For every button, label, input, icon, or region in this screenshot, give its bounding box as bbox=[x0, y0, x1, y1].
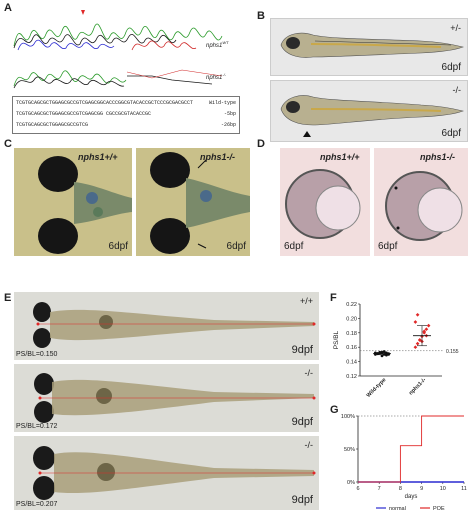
x-tick-label: 10 bbox=[440, 486, 446, 492]
dpf-label-d-left: 6dpf bbox=[284, 241, 304, 252]
y-tick-label: 0% bbox=[347, 480, 355, 486]
x-tick-label: 9 bbox=[420, 486, 423, 492]
panel-e-fish-2: -/- 9dpf PS/BL=0.172 bbox=[14, 364, 319, 432]
dpf-label-e-2: 9dpf bbox=[291, 416, 313, 428]
data-point bbox=[415, 312, 420, 317]
panel-label-c: C bbox=[4, 138, 12, 150]
y-tick-label: 0.22 bbox=[346, 302, 357, 308]
genotype-label-b-bot: -/- bbox=[452, 85, 462, 95]
panel-g-survival-chart: 0% 50% 100% 6 7 8 9 10 11 days normal POE bbox=[341, 414, 467, 512]
panel-e-fish-1: +/+ 9dpf PS/BL=0.150 bbox=[14, 292, 319, 360]
ratio-label-e-1: PS/BL=0.150 bbox=[16, 351, 58, 358]
data-point bbox=[422, 329, 427, 334]
y-tick-label: 0.18 bbox=[346, 331, 357, 337]
x-category-label: Wild-type bbox=[366, 377, 388, 399]
dpf-label-e-1: 9dpf bbox=[291, 344, 313, 356]
x-tick-label: 8 bbox=[399, 486, 402, 492]
panel-e-fish-3: -/- 9dpf PS/BL=0.207 bbox=[14, 436, 319, 510]
panel-label-a: A bbox=[4, 2, 12, 14]
dpf-label-b-top: 6dpf bbox=[441, 62, 461, 73]
panel-c-right-head: nphs1-/- 6dpf bbox=[136, 148, 250, 256]
genotype-label-d-right: nphs1-/- bbox=[420, 152, 455, 162]
threshold-label: 0.155 bbox=[446, 349, 459, 355]
y-tick-label: 100% bbox=[341, 414, 355, 420]
seq-row-wt: TCGTGCAGCGCTGGAGCGCCGTCGAGCGGCACCCGGCGTA… bbox=[16, 100, 236, 106]
dpf-label-e-3: 9dpf bbox=[291, 494, 313, 506]
panel-c-left-head: nphs1+/+ 6dpf bbox=[14, 148, 132, 256]
data-point bbox=[413, 345, 418, 350]
genotype-label-e-2: -/- bbox=[304, 368, 314, 378]
x-category-label: nphs1-/- bbox=[408, 377, 427, 396]
y-axis-label: PS/BL bbox=[333, 330, 340, 349]
panel-b-larva-top: +/- 6dpf bbox=[270, 18, 468, 76]
panel-d-right-eye: nphs1-/- 6dpf bbox=[374, 148, 468, 256]
data-point bbox=[378, 350, 382, 354]
x-axis-label: days bbox=[405, 494, 418, 500]
x-tick-label: 11 bbox=[461, 486, 467, 492]
panel-d-left-eye: nphs1+/+ 6dpf bbox=[280, 148, 370, 256]
dpf-label-c-left: 6dpf bbox=[108, 241, 128, 252]
y-tick-label: 0.20 bbox=[346, 316, 357, 322]
ratio-label-e-3: PS/BL=0.207 bbox=[16, 501, 58, 508]
panel-label-f: F bbox=[330, 292, 337, 304]
trace-label-wt: nphs1WT bbox=[206, 40, 229, 49]
sequence-alignment-box: TCGTGCAGCGCTGGAGCGCCGTCGAGCGGCACCCGGCGTA… bbox=[12, 96, 240, 134]
genotype-label-c-right: nphs1-/- bbox=[200, 152, 235, 162]
data-point bbox=[415, 341, 420, 346]
data-point bbox=[382, 350, 386, 353]
data-point bbox=[426, 323, 431, 328]
y-tick-label: 0.12 bbox=[346, 374, 357, 380]
data-point bbox=[385, 353, 388, 357]
data-point bbox=[380, 354, 384, 358]
genotype-label-d-left: nphs1+/+ bbox=[320, 152, 360, 162]
dpf-label-d-right: 6dpf bbox=[378, 241, 398, 252]
dpf-label-c-right: 6dpf bbox=[226, 241, 246, 252]
trace-label-mut: nphs1-/- bbox=[206, 72, 227, 81]
panel-b-larva-bottom: -/- 6dpf bbox=[270, 80, 468, 142]
genotype-label-b-top: +/- bbox=[450, 23, 461, 33]
y-tick-label: 50% bbox=[344, 447, 355, 453]
data-point bbox=[380, 350, 384, 354]
genotype-label-e-3: -/- bbox=[304, 440, 314, 450]
seq-row-5bp: TCGTGCAGCGCTGGAGCGCCGTCGAGCGG CGCCGCGTAC… bbox=[16, 111, 236, 117]
mutation-arrow-icon bbox=[81, 10, 85, 15]
genotype-label-e-1: +/+ bbox=[299, 296, 313, 306]
legend-label: normal bbox=[389, 506, 406, 512]
dpf-label-b-bot: 6dpf bbox=[441, 128, 461, 139]
panel-label-g: G bbox=[330, 404, 339, 416]
series-line-poe bbox=[358, 415, 464, 483]
genotype-label-c-left: nphs1+/+ bbox=[78, 152, 118, 162]
sequencing-trace bbox=[12, 6, 240, 94]
x-tick-label: 6 bbox=[356, 486, 359, 492]
panel-f-scatter-chart: 0.12 0.14 0.16 0.18 0.20 0.22 PS/BL 0.155 Wild-t… bbox=[333, 302, 459, 399]
seq-row-26bp: TCGTGCAGCGCTGGAGCGCCGTCG -26bp bbox=[16, 122, 236, 128]
x-tick-label: 7 bbox=[378, 486, 381, 492]
ratio-label-e-2: PS/BL=0.172 bbox=[16, 423, 58, 430]
panel-a-chromatogram: nphs1WT nphs1-/- TCGTGCAGCGCTGGAGCGCCGTC… bbox=[12, 6, 240, 136]
edema-arrowhead-icon bbox=[303, 131, 311, 137]
data-point bbox=[413, 320, 418, 324]
y-tick-label: 0.14 bbox=[346, 360, 357, 366]
panel-label-e: E bbox=[4, 292, 12, 304]
panel-label-b: B bbox=[257, 10, 265, 22]
y-tick-label: 0.16 bbox=[346, 345, 357, 351]
legend-label: POE bbox=[433, 506, 445, 512]
panel-label-d: D bbox=[257, 138, 265, 150]
